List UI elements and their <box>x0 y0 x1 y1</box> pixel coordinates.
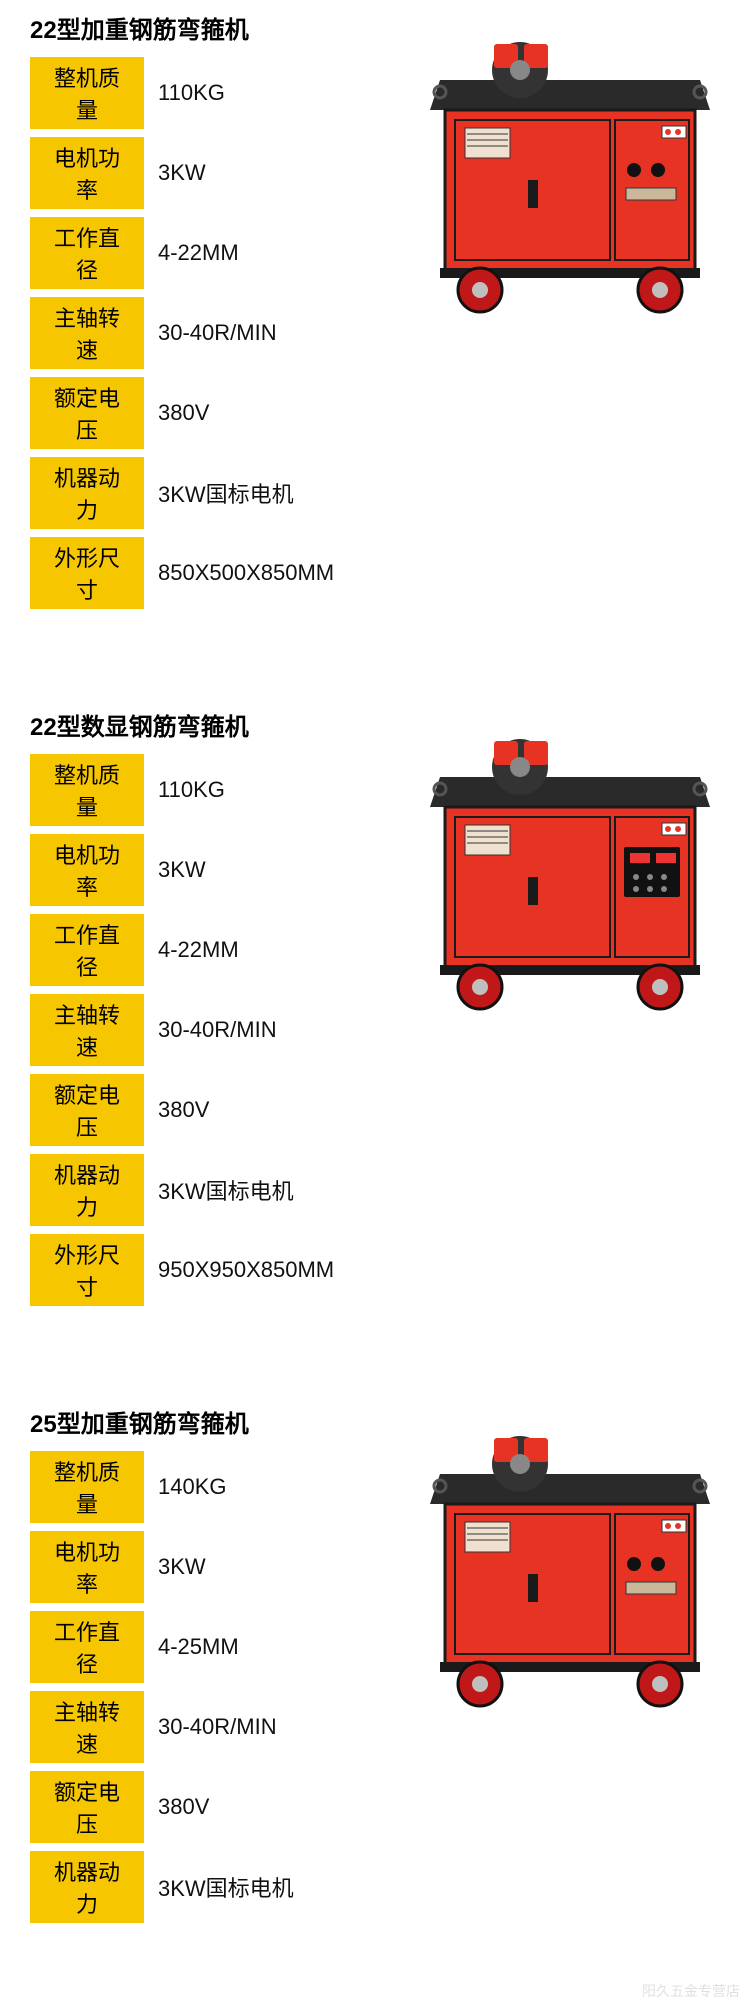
machine-image <box>410 20 730 320</box>
spec-row: 额定电压 380V <box>30 1771 720 1843</box>
spec-label: 外形尺寸 <box>30 1234 144 1306</box>
product-block: 22型数显钢筋弯箍机 整机质量 110KG 电机功率 3KW 工作直径 4-22… <box>0 697 750 1394</box>
spec-value: 140KG <box>158 1474 227 1500</box>
spec-value: 30-40R/MIN <box>158 320 277 346</box>
spec-label: 工作直径 <box>30 914 144 986</box>
spec-value: 3KW国标电机 <box>158 1871 294 1903</box>
spec-row: 额定电压 380V <box>30 377 720 449</box>
spec-value: 380V <box>158 1794 209 1820</box>
spec-label: 主轴转速 <box>30 297 144 369</box>
spec-value: 30-40R/MIN <box>158 1714 277 1740</box>
spec-value: 3KW <box>158 1554 206 1580</box>
spec-label: 整机质量 <box>30 754 144 826</box>
spec-value: 4-25MM <box>158 1634 239 1660</box>
spec-label: 电机功率 <box>30 1531 144 1603</box>
spec-value: 380V <box>158 1097 209 1123</box>
spec-row: 机器动力 3KW国标电机 <box>30 457 720 529</box>
product-spec-page: 22型加重钢筋弯箍机 整机质量 110KG 电机功率 3KW 工作直径 4-22… <box>0 0 750 2011</box>
spec-value: 850X500X850MM <box>158 560 334 586</box>
product-block: 25型加重钢筋弯箍机 整机质量 140KG 电机功率 3KW 工作直径 4-25… <box>0 1394 750 2011</box>
machine-image <box>410 1414 730 1714</box>
spec-label: 额定电压 <box>30 1074 144 1146</box>
spec-value: 110KG <box>158 80 225 106</box>
machine-illustration <box>410 717 730 1017</box>
spec-label: 整机质量 <box>30 57 144 129</box>
spec-value: 110KG <box>158 777 225 803</box>
spec-value: 3KW <box>158 857 206 883</box>
watermark-text: 阳久五金专营店 <box>642 1981 740 2001</box>
spec-value: 4-22MM <box>158 240 239 266</box>
spec-value: 950X950X850MM <box>158 1257 334 1283</box>
spec-value: 3KW <box>158 160 206 186</box>
spec-value: 3KW国标电机 <box>158 1174 294 1206</box>
spec-row: 机器动力 3KW国标电机 <box>30 1154 720 1226</box>
spec-value: 4-22MM <box>158 937 239 963</box>
spec-row: 外形尺寸 850X500X850MM <box>30 537 720 609</box>
spec-value: 30-40R/MIN <box>158 1017 277 1043</box>
spec-label: 机器动力 <box>30 457 144 529</box>
spec-label: 电机功率 <box>30 137 144 209</box>
spec-value: 380V <box>158 400 209 426</box>
machine-image <box>410 717 730 1017</box>
spec-label: 额定电压 <box>30 377 144 449</box>
spec-row: 机器动力 3KW国标电机 <box>30 1851 720 1923</box>
spec-label: 机器动力 <box>30 1851 144 1923</box>
spec-value: 3KW国标电机 <box>158 477 294 509</box>
spec-label: 电机功率 <box>30 834 144 906</box>
spec-label: 额定电压 <box>30 1771 144 1843</box>
machine-illustration <box>410 20 730 320</box>
spec-row: 额定电压 380V <box>30 1074 720 1146</box>
spec-label: 主轴转速 <box>30 994 144 1066</box>
product-block: 22型加重钢筋弯箍机 整机质量 110KG 电机功率 3KW 工作直径 4-22… <box>0 0 750 697</box>
spec-label: 工作直径 <box>30 217 144 289</box>
spec-row: 外形尺寸 950X950X850MM <box>30 1234 720 1306</box>
spec-label: 工作直径 <box>30 1611 144 1683</box>
spec-label: 外形尺寸 <box>30 537 144 609</box>
spec-label: 整机质量 <box>30 1451 144 1523</box>
spec-label: 主轴转速 <box>30 1691 144 1763</box>
machine-illustration <box>410 1414 730 1714</box>
spec-label: 机器动力 <box>30 1154 144 1226</box>
